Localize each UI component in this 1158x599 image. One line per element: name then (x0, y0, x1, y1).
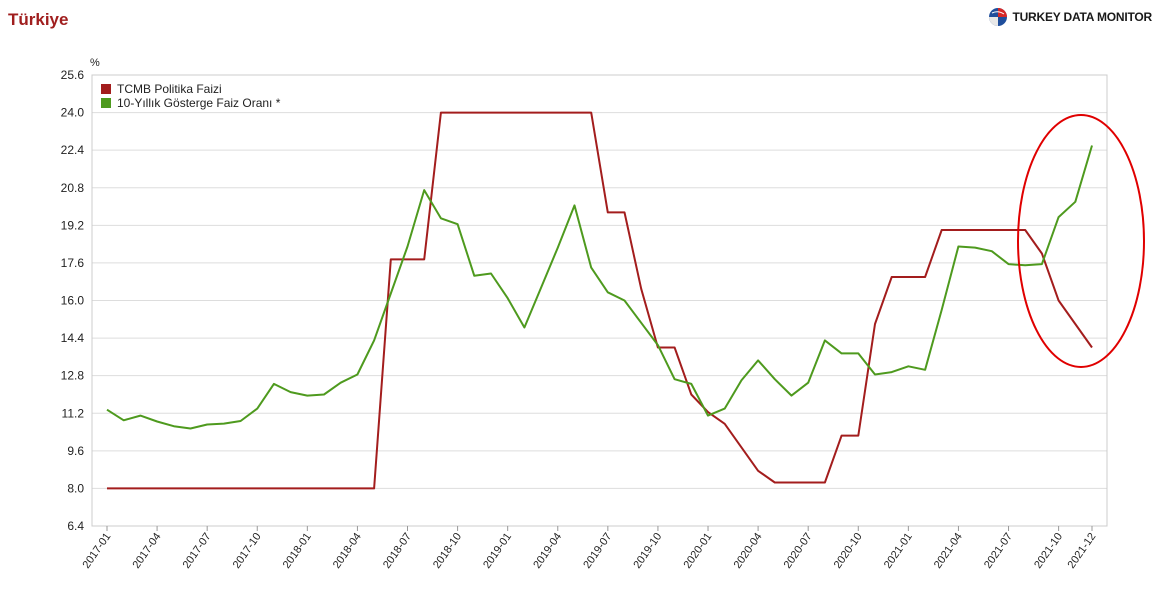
x-tick-label: 2020-07 (782, 531, 815, 571)
x-tick-label: 2018-07 (381, 531, 414, 571)
highlight-ellipse-annotation (1017, 114, 1145, 368)
x-tick-label: 2019-10 (631, 531, 664, 571)
y-tick-label: 16.0 (61, 294, 85, 308)
y-tick-label: 24.0 (61, 106, 85, 120)
y-axis-label: % (90, 57, 100, 69)
x-tick-label: 2020-01 (681, 531, 714, 571)
x-tick-label: 2021-12 (1065, 531, 1098, 571)
y-tick-label: 19.2 (61, 218, 85, 232)
x-axis-ticks: 2017-01 2017-04 2017-07 2017-10 2018-01 2018-… (80, 526, 1098, 571)
legend-label: TCMB Politika Faizi (117, 82, 222, 96)
grid-lines (92, 74, 1107, 527)
series-lines (106, 111, 1093, 490)
y-tick-label: 25.6 (61, 68, 85, 82)
series-line-bond-yield (106, 145, 1093, 430)
y-tick-label: 17.6 (61, 256, 85, 270)
x-tick-label: 2018-01 (281, 531, 314, 571)
x-tick-label: 2019-04 (531, 531, 564, 571)
x-tick-label: 2019-01 (481, 531, 514, 571)
legend-swatch (101, 98, 111, 108)
brand-name: TURKEY DATA MONITOR (1012, 10, 1152, 24)
x-tick-label: 2020-10 (832, 531, 865, 571)
globe-logo-icon (989, 8, 1008, 26)
page-title: Türkiye (8, 10, 69, 29)
x-tick-label: 2021-10 (1032, 531, 1065, 571)
y-axis-ticks: 6.4 8.0 9.6 11.2 12.8 14.4 16.0 17.6 19.2 20.8 22.… (61, 68, 85, 533)
x-tick-label: 2020-04 (732, 531, 765, 571)
plot-border (91, 74, 1108, 527)
y-tick-label: 9.6 (67, 444, 84, 458)
x-tick-label: 2019-07 (581, 531, 614, 571)
y-tick-label: 14.4 (61, 331, 85, 345)
y-tick-label: 8.0 (67, 481, 84, 495)
legend-label: 10-Yıllık Gösterge Faiz Oranı * (117, 96, 281, 110)
y-tick-label: 22.4 (61, 143, 85, 157)
x-tick-label: 2021-04 (932, 531, 965, 571)
legend-swatch (101, 84, 111, 94)
y-tick-label: 12.8 (61, 369, 85, 383)
y-tick-label: 11.2 (62, 406, 85, 420)
x-tick-label: 2018-04 (331, 531, 364, 571)
x-tick-label: 2017-10 (231, 531, 264, 571)
x-tick-label: 2021-07 (982, 531, 1015, 571)
y-tick-label: 6.4 (67, 519, 84, 533)
x-tick-label: 2017-01 (80, 531, 113, 571)
x-tick-label: 2017-07 (181, 531, 214, 571)
x-tick-label: 2017-04 (131, 531, 164, 571)
x-tick-label: 2018-10 (431, 531, 464, 571)
y-tick-label: 20.8 (61, 181, 85, 195)
brand-logo: TURKEY DATA MONITOR (987, 7, 1152, 27)
series-line-policy-rate (107, 111, 1093, 490)
x-tick-label: 2021-01 (882, 531, 915, 571)
